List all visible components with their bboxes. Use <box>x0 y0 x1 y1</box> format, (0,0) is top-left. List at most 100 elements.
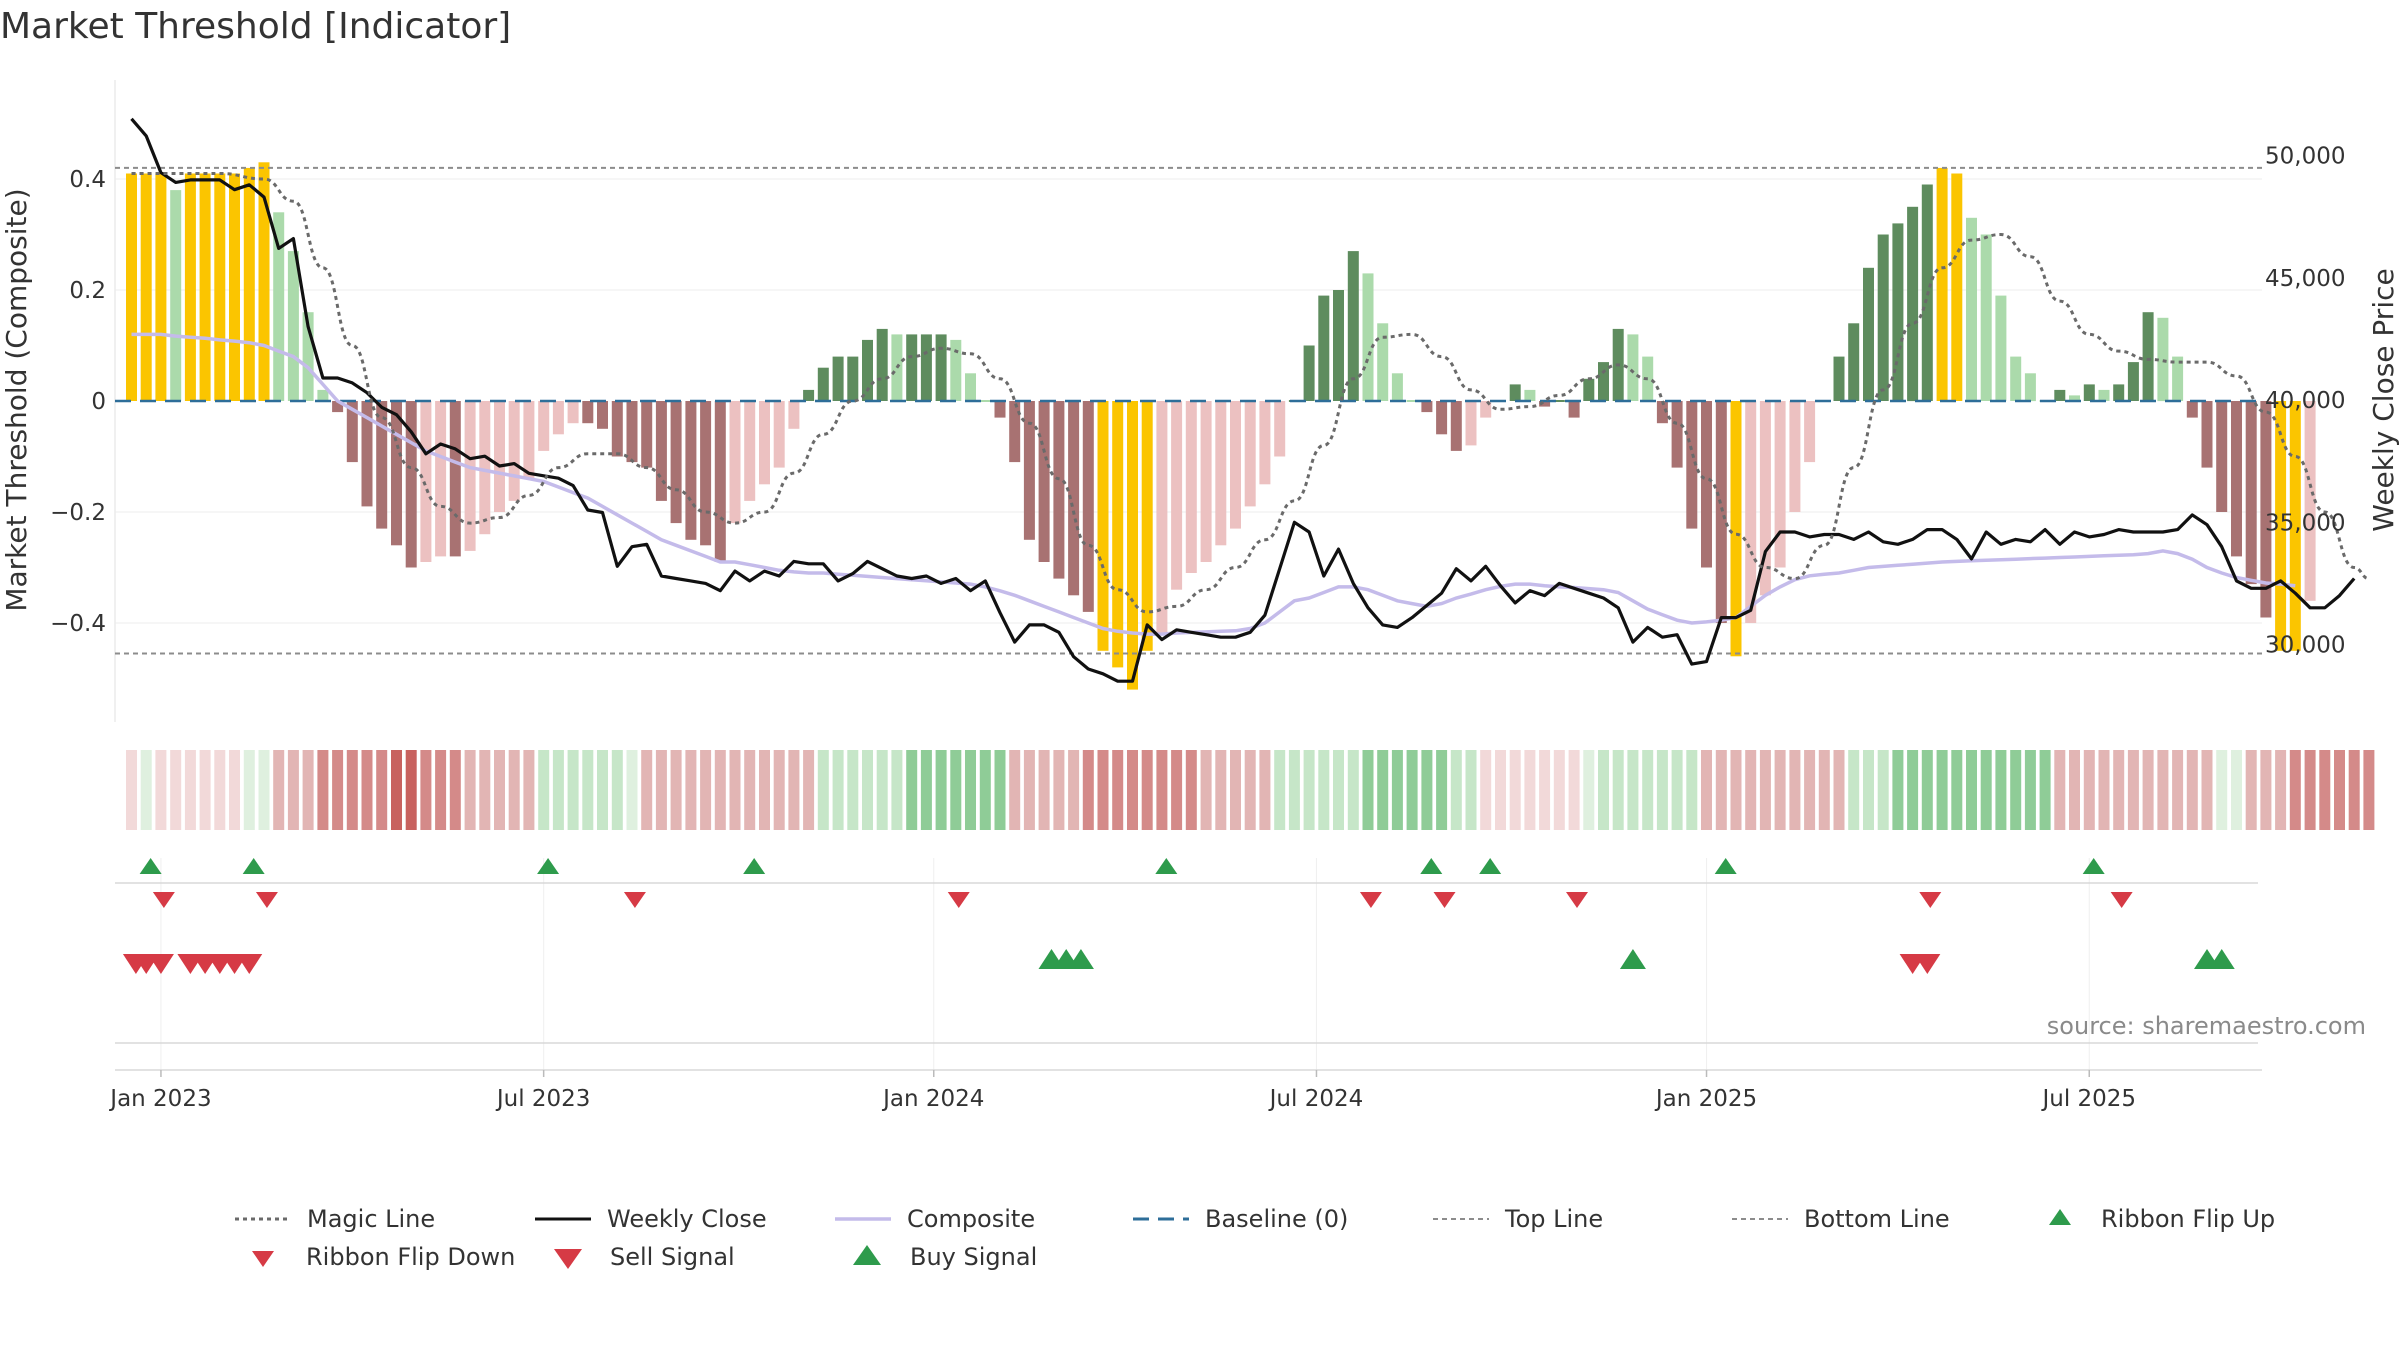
ribbon-cell <box>1406 750 1418 830</box>
ribbon-cell <box>302 750 314 830</box>
legend-label-bottom: Bottom Line <box>1804 1205 1950 1233</box>
composite-bar <box>2289 401 2301 651</box>
ribbon-cell <box>435 750 447 830</box>
ribbon-cell <box>744 750 756 830</box>
ribbon-cell <box>714 750 726 830</box>
ribbon-cell <box>1303 750 1315 830</box>
ribbon-cell <box>2319 750 2331 830</box>
ribbon-cell <box>126 750 137 830</box>
ribbon-cell <box>1583 750 1595 830</box>
composite-bar <box>1745 401 1757 623</box>
ribbon-cell <box>2142 750 2154 830</box>
composite-bar <box>2245 401 2257 585</box>
ribbon-cell <box>817 750 829 830</box>
ribbon-cell <box>1480 750 1492 830</box>
composite-bar <box>494 401 505 512</box>
composite-bar <box>1185 401 1197 573</box>
buy-signal-marker <box>2208 949 2235 969</box>
composite-bar <box>744 401 756 501</box>
composite-bar <box>759 401 770 485</box>
composite-bar <box>184 173 196 401</box>
ribbon-cell <box>920 750 932 830</box>
composite-bar <box>1539 401 1551 407</box>
x-tick-label: Jul 2024 <box>1268 1086 1364 1112</box>
composite-bar <box>1082 401 1094 612</box>
ribbon-cell <box>862 750 873 830</box>
composite-bar <box>376 401 388 529</box>
composite-bar <box>803 389 815 401</box>
composite-bar <box>1450 401 1462 451</box>
composite-bar <box>1274 401 1286 457</box>
composite-bar <box>229 173 240 401</box>
ribbon-cell <box>832 750 844 830</box>
ribbon-cell <box>420 750 432 830</box>
composite-bar <box>2024 373 2036 402</box>
ribbon-cell <box>935 750 947 830</box>
composite-bar <box>2054 389 2066 401</box>
legend-label-magic: Magic Line <box>307 1205 435 1233</box>
y2-tick-label: 50,000 <box>2265 144 2345 170</box>
ribbon-cell <box>1804 750 1816 830</box>
composite-bar <box>361 401 373 507</box>
legend-label-composite: Composite <box>907 1205 1035 1233</box>
composite-bars <box>126 162 2316 690</box>
composite-bar <box>287 251 299 401</box>
x-tick-label: Jul 2023 <box>495 1086 591 1112</box>
ribbon-flip-up-marker <box>1479 858 1502 874</box>
y2-tick-label: 30,000 <box>2265 633 2345 659</box>
ribbon-cell <box>1656 750 1668 830</box>
ribbon-cell <box>1141 750 1153 830</box>
y2-axis-label: Weekly Close Price <box>2367 268 2400 531</box>
weekly-close-line <box>130 117 2356 683</box>
composite-bar <box>626 401 638 463</box>
composite-bar <box>214 173 226 401</box>
ribbon-cell <box>1921 750 1933 830</box>
ribbon-cell <box>464 750 476 830</box>
composite-bar <box>435 401 447 557</box>
ribbon-cell <box>449 750 461 830</box>
ribbon-cell <box>523 750 535 830</box>
ribbon-cell <box>2172 750 2184 830</box>
ribbon-cell <box>906 750 918 830</box>
ribbon-cell <box>2201 750 2213 830</box>
ribbon-cell <box>1848 750 1860 830</box>
ribbon-cell <box>1568 750 1580 830</box>
buy-signal-marker <box>1619 949 1646 969</box>
ribbon-cell <box>2010 750 2022 830</box>
composite-bar <box>170 190 182 401</box>
composite-bar <box>847 356 859 401</box>
ribbon-cell <box>2024 750 2036 830</box>
ribbon-flip-up-marker <box>242 858 265 874</box>
composite-bar <box>1112 401 1124 668</box>
ribbon-cell <box>1995 750 2007 830</box>
composite-bar <box>2304 401 2316 601</box>
composite-bar <box>2069 395 2080 401</box>
composite-bar <box>788 401 800 429</box>
ribbon-cell <box>494 750 505 830</box>
ribbon-cell <box>1951 750 1963 830</box>
composite-bar <box>1097 401 1109 651</box>
composite-bar <box>2231 401 2242 557</box>
ribbon-cell <box>1053 750 1065 830</box>
ribbon-cell <box>1759 750 1771 830</box>
y-axis-label: Market Threshold (Composite) <box>0 188 33 611</box>
ribbon-cell <box>1127 750 1138 830</box>
ribbon-cell <box>2260 750 2272 830</box>
ribbon-flip-up-marker <box>1420 858 1443 874</box>
signal-panels <box>115 858 2262 1071</box>
composite-bar <box>862 339 873 401</box>
ribbon-cell <box>1907 750 1919 830</box>
ribbon-cell <box>2113 750 2125 830</box>
ribbon-cell <box>1200 750 1212 830</box>
ribbon-cell <box>317 750 329 830</box>
ribbon-cell <box>1244 750 1256 830</box>
composite-bar <box>552 401 564 435</box>
composite-bar <box>1230 401 1241 529</box>
composite-bar <box>1127 401 1138 690</box>
ribbon-cell <box>346 750 358 830</box>
ribbon-cell <box>1171 750 1183 830</box>
ribbon-cell <box>582 750 594 830</box>
legend-swatch-buy <box>853 1245 881 1265</box>
composite-bar <box>1612 328 1624 401</box>
composite-bar <box>1789 401 1801 512</box>
